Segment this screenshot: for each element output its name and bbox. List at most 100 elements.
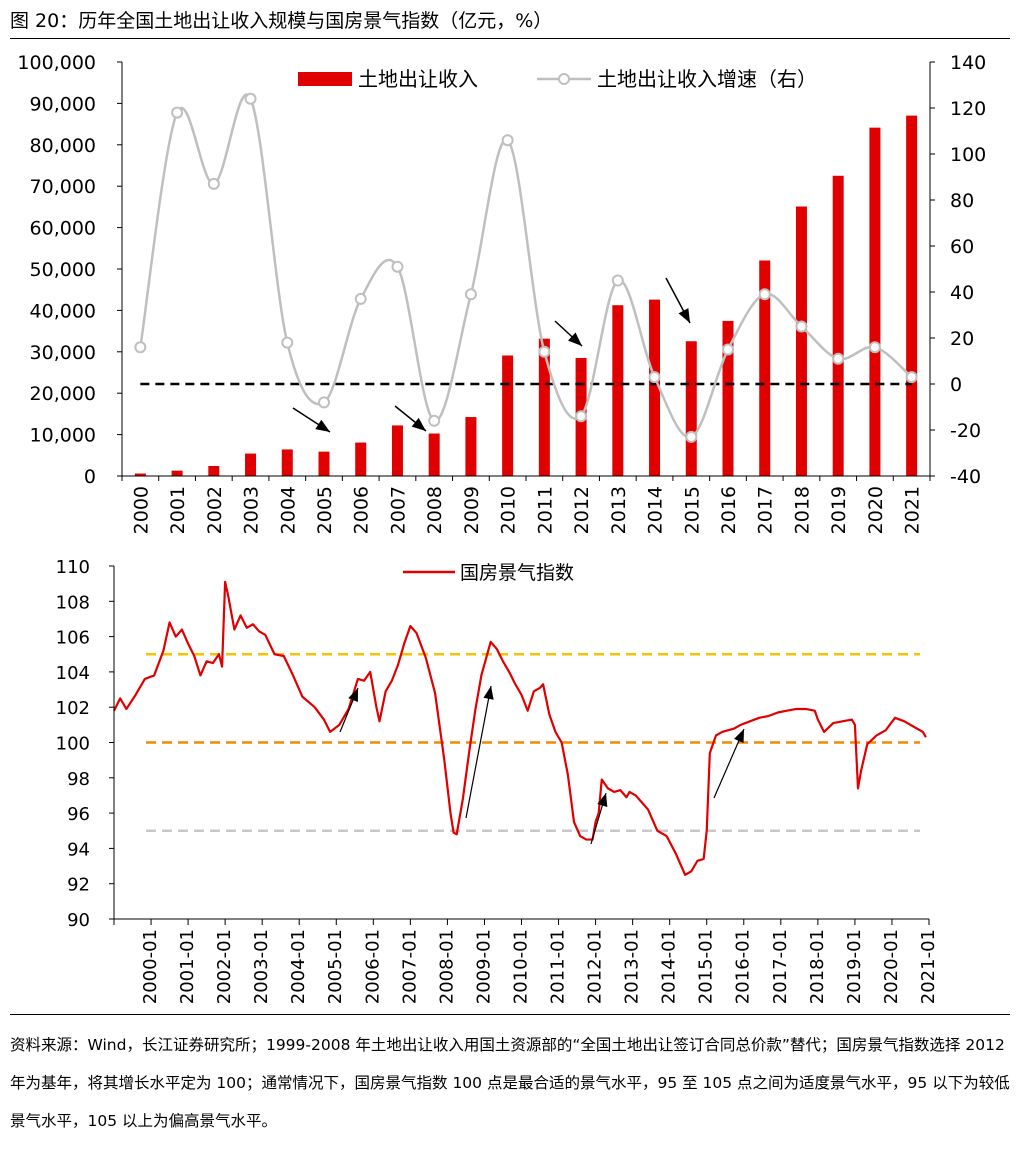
growth-line: [139, 93, 913, 439]
bottom-annotation-arrows: [339, 685, 745, 845]
y-tick-label: 90: [67, 910, 90, 931]
x-tick-label-2006: 2006: [351, 486, 373, 534]
revenue-bar-2009: [465, 417, 477, 476]
growth-point-2002: [207, 177, 220, 190]
left-tick-label: 80,000: [30, 135, 96, 157]
x-tick-label-2021-01: 2021-01: [918, 929, 939, 1004]
left-tick-label: 90,000: [30, 93, 96, 115]
growth-point-2004: [281, 336, 294, 349]
y-tick-label: 110: [56, 557, 90, 578]
revenue-bar-2018: [795, 206, 807, 476]
revenue-bar-2002: [208, 465, 220, 476]
y-tick-label: 92: [67, 875, 90, 896]
legend-label: 国房景气指数: [460, 562, 574, 584]
y-tick-label: 102: [56, 698, 90, 719]
growth-point-2018: [795, 320, 808, 333]
growth-point-2012: [575, 410, 588, 423]
left-tick-label: 60,000: [30, 218, 96, 240]
bottom-axes: 90 92 94 96 98 100 102 104 106 108 110 2000-01 2001-…: [56, 557, 939, 1004]
x-tick-label-2003-01: 2003-01: [251, 929, 272, 1004]
growth-point-2011: [538, 345, 551, 358]
revenue-bars: [134, 115, 918, 477]
revenue-bar-2007: [391, 425, 403, 476]
x-tick-label-2001-01: 2001-01: [177, 929, 198, 1004]
growth-point-2014: [648, 371, 661, 384]
index-reference-lines: [146, 653, 920, 832]
x-tick-label-2000: 2000: [130, 486, 152, 534]
right-tick-label: 80: [950, 190, 974, 212]
legend-label-bar: 土地出让收入: [358, 67, 478, 91]
x-tick-label-2007: 2007: [387, 486, 409, 534]
legend-swatch-marker: [558, 73, 570, 85]
left-tick-label: 20,000: [30, 383, 96, 405]
x-tick-label-2004-01: 2004-01: [288, 929, 309, 1004]
top-annotation-arrows: [292, 277, 691, 433]
revenue-bar-2010: [502, 355, 514, 476]
annotation-arrow-head: [411, 417, 426, 431]
x-tick-label-2008: 2008: [424, 486, 446, 534]
annotation-arrow-head: [483, 686, 494, 700]
x-tick-label-2021: 2021: [902, 486, 924, 534]
revenue-bar-2019: [832, 175, 844, 477]
growth-point-2017: [758, 288, 771, 301]
x-tick-label-2012: 2012: [571, 486, 593, 534]
x-tick-label-2018-01: 2018-01: [807, 929, 828, 1004]
revenue-bar-2001: [171, 470, 183, 476]
revenue-bar-2003: [245, 453, 257, 476]
growth-point-2000: [134, 341, 147, 354]
growth-point-2007: [391, 260, 404, 273]
growth-point-2015: [685, 430, 698, 443]
annotation-arrow-head: [597, 793, 608, 807]
x-tick-label-2016-01: 2016-01: [733, 929, 754, 1004]
growth-point-2013: [611, 274, 624, 287]
annotation-arrow-line: [465, 685, 492, 819]
x-tick-label-2013: 2013: [608, 486, 630, 534]
revenue-bar-2017: [759, 260, 771, 476]
x-tick-label-2017: 2017: [755, 486, 777, 534]
legend-label-line: 土地出让收入增速（右）: [597, 67, 817, 91]
annotation-arrow-head: [315, 419, 330, 432]
x-tick-label-2000-01: 2000-01: [140, 929, 161, 1004]
x-tick-label-2019-01: 2019-01: [844, 929, 865, 1004]
x-tick-label-2018: 2018: [791, 486, 813, 534]
revenue-bar-2016: [722, 320, 734, 476]
left-tick-label: 50,000: [30, 259, 96, 281]
revenue-bar-2013: [612, 305, 624, 476]
left-tick-label: 40,000: [30, 300, 96, 322]
land-revenue-chart: 0 10,000 20,000 30,000 40,000 50,000 60,000 70,…: [17, 52, 986, 534]
x-tick-label-2008-01: 2008-01: [436, 929, 457, 1004]
x-tick-label-2009: 2009: [461, 486, 483, 534]
x-tick-label-2002: 2002: [204, 486, 226, 534]
revenue-bar-2020: [869, 127, 881, 476]
x-tick-label-2010-01: 2010-01: [510, 929, 531, 1004]
right-tick-label: 120: [950, 98, 986, 120]
top-axes: 0 10,000 20,000 30,000 40,000 50,000 60,000 70,…: [17, 52, 986, 534]
x-tick-label-2013-01: 2013-01: [622, 929, 643, 1004]
annotation-arrow-head: [348, 688, 358, 702]
y-tick-label: 98: [67, 769, 90, 790]
x-tick-label-2017-01: 2017-01: [770, 929, 791, 1004]
x-tick-label-2007-01: 2007-01: [399, 929, 420, 1004]
x-tick-label-2004: 2004: [277, 486, 299, 534]
x-tick-label-2009-01: 2009-01: [473, 929, 494, 1004]
housing-index-chart: 90 92 94 96 98 100 102 104 106 108 110 2000-01 2001-…: [56, 557, 939, 1004]
index-line: [113, 580, 927, 876]
revenue-bar-2005: [318, 451, 330, 476]
right-tick-label: 20: [950, 328, 974, 350]
growth-point-2005: [318, 396, 330, 409]
revenue-bar-2015: [685, 341, 697, 476]
x-tick-label-2005-01: 2005-01: [325, 929, 346, 1004]
legend-swatch-bar: [298, 72, 352, 86]
x-tick-label-2011-01: 2011-01: [548, 929, 569, 1004]
y-tick-label: 94: [67, 839, 90, 860]
x-tick-label-2001: 2001: [167, 486, 189, 534]
y-tick-label: 108: [56, 592, 90, 613]
y-tick-label: 106: [56, 628, 90, 649]
left-tick-label: 0: [84, 466, 96, 488]
x-tick-label-2006-01: 2006-01: [362, 929, 383, 1004]
bottom-legend: 国房景气指数: [403, 562, 574, 584]
x-tick-label-2020-01: 2020-01: [881, 929, 902, 1004]
left-tick-label: 70,000: [30, 176, 96, 198]
x-tick-label-2019: 2019: [828, 486, 850, 534]
revenue-bar-2014: [649, 299, 661, 476]
